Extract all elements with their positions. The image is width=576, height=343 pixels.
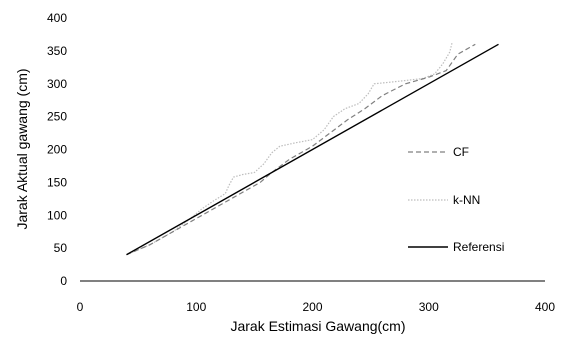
y-tick-label: 200 [47, 143, 67, 157]
legend: CF k-NN Referensi [408, 145, 504, 254]
y-tick-label: 300 [47, 77, 67, 91]
x-tick-label: 200 [302, 300, 322, 314]
y-tick-label: 250 [47, 110, 67, 124]
series-line-k-nn [126, 42, 453, 256]
legend-label: k-NN [453, 193, 480, 207]
axes-layer [80, 280, 545, 282]
y-tick-label: 150 [47, 175, 67, 189]
y-tick-label: 100 [47, 208, 67, 222]
ticks-layer: 0 100 200 300 400 0 50 100 150 200 250 300 350 400 [47, 11, 555, 314]
legend-label: CF [453, 145, 469, 159]
x-tick-label: 0 [77, 300, 84, 314]
x-axis-title: Jarak Estimasi Gawang(cm) [230, 318, 405, 334]
y-tick-label: 50 [54, 241, 68, 255]
y-tick-label: 400 [47, 11, 67, 25]
series-line-referensi [126, 43, 499, 256]
x-tick-label: 400 [535, 300, 555, 314]
y-tick-label: 0 [60, 274, 67, 288]
y-axis-title: Jarak Aktual gawang (cm) [14, 68, 30, 229]
y-tick-label: 350 [47, 44, 67, 58]
series-line-cf [126, 43, 476, 256]
legend-label: Referensi [453, 240, 504, 254]
series-layer [126, 42, 499, 256]
x-tick-label: 300 [419, 300, 439, 314]
x-tick-label: 100 [186, 300, 206, 314]
